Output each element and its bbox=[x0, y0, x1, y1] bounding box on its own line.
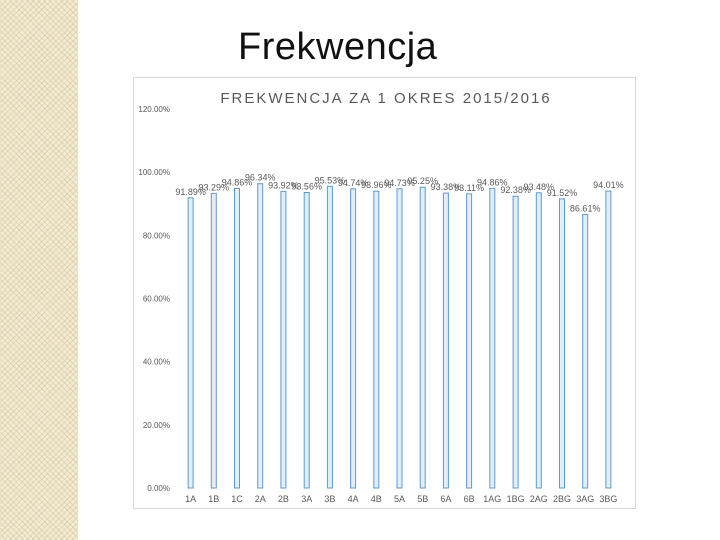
bar-1B bbox=[210, 192, 217, 489]
category-label-2BG: 2BG bbox=[553, 494, 571, 504]
y-tick-label: 40.00% bbox=[143, 358, 170, 367]
bar-3BG bbox=[605, 190, 612, 489]
data-label-2AG: 93.48% bbox=[524, 182, 555, 192]
data-label-5A: 94.73% bbox=[384, 178, 415, 188]
data-label-1B: 93.29% bbox=[199, 182, 230, 192]
data-label-3BG: 94.01% bbox=[593, 180, 624, 190]
data-labels: 91.89%93.29%94.86%96.34%93.92%93.56%95.5… bbox=[175, 173, 623, 214]
data-label-1BG: 92.38% bbox=[500, 185, 531, 195]
y-axis: 0.00% 20.00% 40.00% 60.00% 80.00% 100.00% 120.… bbox=[138, 105, 170, 493]
category-label-5A: 5A bbox=[394, 494, 405, 504]
data-label-4B: 93.96% bbox=[361, 180, 392, 190]
data-label-1AG: 94.86% bbox=[477, 177, 508, 187]
category-label-2A: 2A bbox=[255, 494, 266, 504]
category-label-2AG: 2AG bbox=[530, 494, 548, 504]
bar-2B bbox=[280, 190, 287, 489]
bar-series bbox=[187, 183, 612, 489]
bar-5A bbox=[396, 188, 403, 489]
bar-1C bbox=[234, 187, 240, 489]
category-label-6B: 6B bbox=[464, 494, 475, 504]
data-label-4A: 94.74% bbox=[338, 178, 369, 188]
y-tick-label: 120.00% bbox=[138, 105, 170, 114]
data-label-1A: 91.89% bbox=[175, 187, 206, 197]
bar-3B bbox=[326, 185, 333, 489]
category-label-4B: 4B bbox=[371, 494, 382, 504]
bar-1BG bbox=[512, 195, 519, 489]
bar-2A bbox=[257, 183, 264, 489]
data-label-5B: 95.25% bbox=[407, 176, 438, 186]
bar-6B bbox=[466, 193, 473, 489]
data-label-3B: 95.53% bbox=[315, 175, 346, 185]
slide-title: Frekwencja bbox=[238, 26, 438, 68]
x-axis: 1A 1B 1C 2A 2B 3A 3B 4A 4B 5A 5B 6A 6B 1AG 1BG 2AG 2BG 3A… bbox=[185, 494, 617, 504]
bar-4A bbox=[350, 188, 357, 489]
bar-2BG bbox=[559, 198, 565, 489]
bar-3AG bbox=[582, 214, 589, 489]
data-label-3A: 93.56% bbox=[291, 182, 322, 192]
y-tick-label: 20.00% bbox=[143, 421, 170, 430]
category-label-1A: 1A bbox=[185, 494, 196, 504]
category-label-5B: 5B bbox=[417, 494, 428, 504]
category-label-1B: 1B bbox=[208, 494, 219, 504]
data-label-6A: 93.38% bbox=[431, 182, 462, 192]
data-label-1C: 94.86% bbox=[222, 177, 253, 187]
bar-6A bbox=[442, 192, 449, 489]
category-label-1C: 1C bbox=[231, 494, 243, 504]
data-label-2BG: 91.52% bbox=[547, 188, 578, 198]
data-label-3AG: 86.61% bbox=[570, 204, 601, 214]
category-label-6A: 6A bbox=[440, 494, 451, 504]
bar-1AG bbox=[489, 187, 496, 489]
bar-4B bbox=[373, 190, 380, 489]
data-label-2B: 93.92% bbox=[268, 180, 299, 190]
y-tick-label: 80.00% bbox=[143, 231, 170, 240]
category-label-3BG: 3BG bbox=[599, 494, 617, 504]
bar-5B bbox=[419, 186, 426, 489]
y-tick-label: 60.00% bbox=[143, 295, 170, 304]
category-label-3A: 3A bbox=[301, 494, 312, 504]
y-tick-label: 100.00% bbox=[138, 168, 170, 177]
bar-2AG bbox=[535, 192, 542, 489]
decorative-side-strip bbox=[0, 0, 78, 540]
category-label-3B: 3B bbox=[324, 494, 335, 504]
bar-3A bbox=[303, 192, 310, 489]
category-label-1BG: 1BG bbox=[507, 494, 525, 504]
category-label-4A: 4A bbox=[348, 494, 359, 504]
data-label-6B: 93.11% bbox=[454, 183, 484, 193]
bar-1A bbox=[187, 197, 194, 489]
category-label-3AG: 3AG bbox=[576, 494, 594, 504]
bar-chart: FREKWENCJA ZA 1 OKRES 2015/2016 0.00% 20.… bbox=[138, 90, 623, 504]
y-tick-label: 0.00% bbox=[147, 484, 170, 493]
category-label-2B: 2B bbox=[278, 494, 289, 504]
data-label-2A: 96.34% bbox=[245, 173, 276, 183]
chart-title: FREKWENCJA ZA 1 OKRES 2015/2016 bbox=[220, 90, 551, 107]
chart-area: FREKWENCJA ZA 1 OKRES 2015/2016 0.00% 20.… bbox=[133, 77, 636, 509]
category-label-1AG: 1AG bbox=[483, 494, 501, 504]
